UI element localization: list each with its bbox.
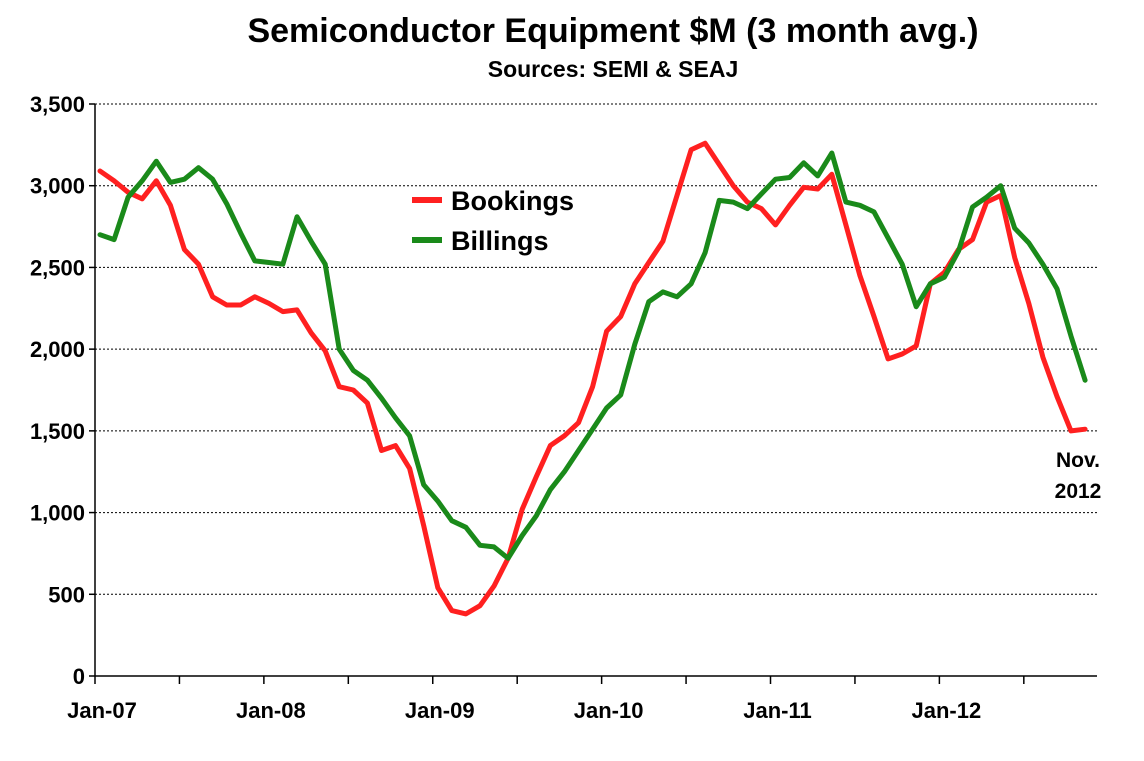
y-tick-label: 3,000 — [30, 174, 85, 199]
x-tick-label: Jan-12 — [912, 698, 982, 723]
y-tick-label: 1,000 — [30, 501, 85, 526]
chart-title: Semiconductor Equipment $M (3 month avg.… — [247, 12, 978, 50]
y-tick-label: 1,500 — [30, 419, 85, 444]
legend-label-billings: Billings — [451, 226, 549, 256]
x-axis-ticks: Jan-07 Jan-08 Jan-09 Jan-10 Jan-11 Jan-12 — [67, 676, 1025, 723]
series-line-billings — [97, 150, 1088, 561]
y-tick-label: 0 — [73, 664, 85, 689]
y-tick-label: 3,500 — [30, 92, 85, 117]
series-line-bookings — [97, 140, 1088, 617]
legend: Bookings Billings — [412, 186, 574, 256]
annotation-month: Nov. — [1056, 449, 1100, 472]
legend-label-bookings: Bookings — [451, 186, 574, 216]
x-tick-label: Jan-11 — [743, 698, 812, 723]
y-tick-label: 2,000 — [30, 337, 85, 362]
x-tick-label: Jan-09 — [405, 698, 475, 723]
y-axis-ticks: 0 500 1,000 1,500 2,000 2,500 3,000 3,500 — [30, 92, 95, 689]
x-tick-label: Jan-07 — [67, 698, 137, 723]
annotation-year: 2012 — [1055, 480, 1102, 503]
x-tick-label: Jan-08 — [236, 698, 306, 723]
series-lines — [97, 140, 1088, 617]
chart-subtitle: Sources: SEMI & SEAJ — [488, 56, 739, 82]
y-tick-label: 500 — [48, 582, 85, 607]
x-tick-label: Jan-10 — [574, 698, 644, 723]
y-tick-label: 2,500 — [30, 255, 85, 280]
grid-lines — [95, 103, 1097, 595]
